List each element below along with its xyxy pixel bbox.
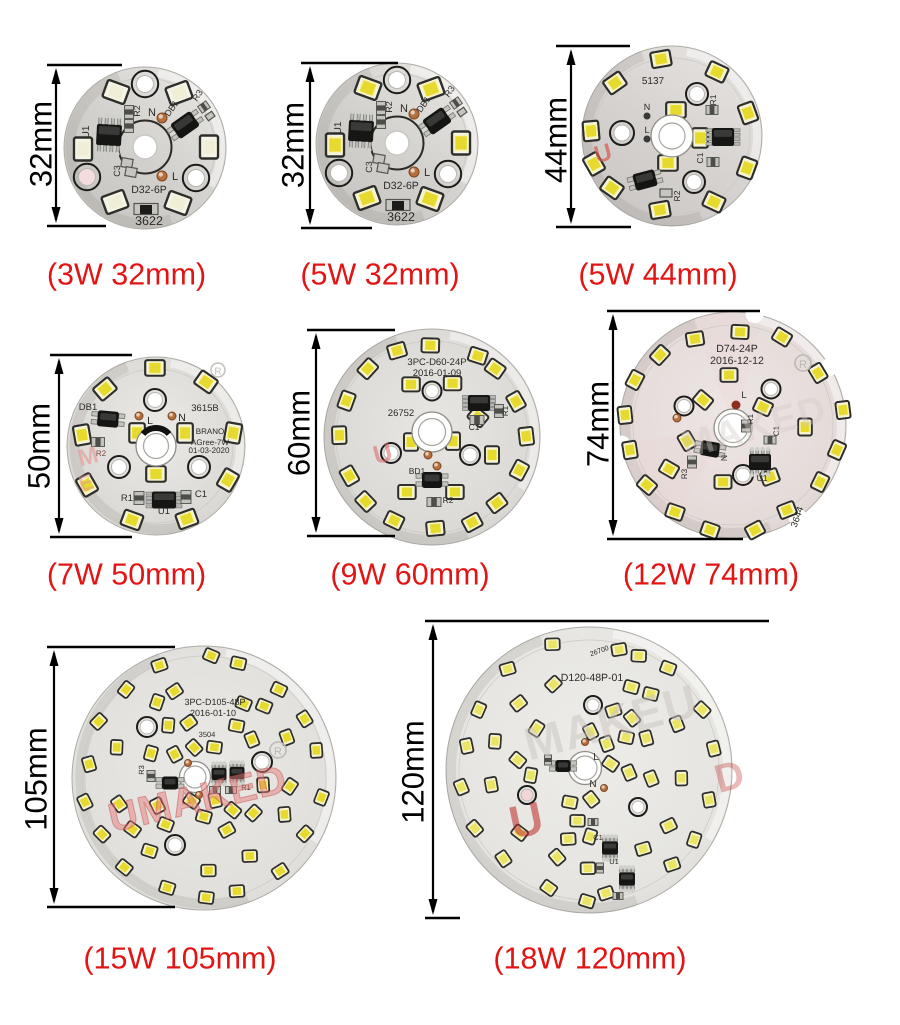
svg-text:2016-01-09: 2016-01-09 xyxy=(413,368,462,379)
svg-text:R1: R1 xyxy=(746,413,755,424)
svg-text:L: L xyxy=(593,752,599,763)
svg-text:R3: R3 xyxy=(680,468,689,479)
svg-text:(12W 74mm): (12W 74mm) xyxy=(623,558,799,592)
svg-text:3PC-D60-24P: 3PC-D60-24P xyxy=(407,357,466,368)
svg-text:(18W 120mm): (18W 120mm) xyxy=(493,942,686,976)
svg-text:(3W 32mm): (3W 32mm) xyxy=(47,258,206,292)
svg-text:3622: 3622 xyxy=(135,214,163,228)
svg-text:C1: C1 xyxy=(593,833,603,842)
svg-text:C3: C3 xyxy=(112,165,122,177)
svg-text:U1: U1 xyxy=(158,506,170,517)
svg-text:3504: 3504 xyxy=(199,730,216,739)
svg-text:26752: 26752 xyxy=(388,408,414,419)
svg-text:(9W 60mm): (9W 60mm) xyxy=(330,558,489,592)
svg-text:R3: R3 xyxy=(137,765,146,775)
svg-text:R: R xyxy=(274,746,282,758)
svg-text:U1: U1 xyxy=(757,473,768,483)
svg-text:E: E xyxy=(76,469,97,497)
svg-text:R2: R2 xyxy=(96,449,107,458)
svg-text:32mm: 32mm xyxy=(24,101,59,187)
svg-text:N: N xyxy=(178,412,186,424)
svg-text:N: N xyxy=(400,103,408,115)
svg-text:N: N xyxy=(644,102,651,112)
svg-text:AGree-7W: AGree-7W xyxy=(191,438,229,447)
svg-text:32mm: 32mm xyxy=(276,102,311,188)
svg-text:U1: U1 xyxy=(81,125,92,138)
svg-text:D32-6P: D32-6P xyxy=(383,180,419,192)
svg-text:120mm: 120mm xyxy=(396,720,431,823)
svg-text:L: L xyxy=(424,167,430,179)
svg-text:C1: C1 xyxy=(469,422,480,432)
svg-text:3615B: 3615B xyxy=(191,403,218,414)
svg-text:R2: R2 xyxy=(443,495,454,505)
svg-text:(5W 32mm): (5W 32mm) xyxy=(300,258,459,292)
svg-text:2016-01-10: 2016-01-10 xyxy=(190,708,236,718)
svg-text:N: N xyxy=(719,455,729,461)
svg-text:C1: C1 xyxy=(772,425,781,436)
svg-text:74mm: 74mm xyxy=(581,381,616,467)
svg-text:R1: R1 xyxy=(501,405,510,416)
svg-text:R2: R2 xyxy=(384,101,394,113)
svg-text:L: L xyxy=(147,415,153,427)
svg-text:60mm: 60mm xyxy=(282,390,317,476)
svg-text:R1: R1 xyxy=(708,94,718,105)
svg-text:BD1: BD1 xyxy=(409,466,426,476)
svg-text:3PC-D105-48P: 3PC-D105-48P xyxy=(184,697,245,707)
svg-text:5137: 5137 xyxy=(642,76,665,87)
svg-text:(7W 50mm): (7W 50mm) xyxy=(47,558,206,592)
svg-text:44mm: 44mm xyxy=(539,97,574,183)
svg-text:DB1: DB1 xyxy=(79,402,97,413)
svg-text:R2: R2 xyxy=(132,105,142,117)
svg-text:C3: C3 xyxy=(364,161,374,173)
svg-text:C1: C1 xyxy=(695,152,705,163)
svg-text:2016-12-12: 2016-12-12 xyxy=(710,355,764,367)
svg-text:R1: R1 xyxy=(241,783,251,792)
svg-text:C1: C1 xyxy=(195,489,207,500)
svg-text:R: R xyxy=(799,359,807,371)
svg-text:N: N xyxy=(148,107,156,119)
svg-text:L: L xyxy=(741,390,746,401)
svg-text:R1: R1 xyxy=(121,493,133,504)
svg-text:50mm: 50mm xyxy=(22,403,57,489)
svg-text:105mm: 105mm xyxy=(19,727,54,830)
svg-text:U1: U1 xyxy=(333,121,344,134)
svg-text:BRANO: BRANO xyxy=(196,427,224,436)
svg-text:U1: U1 xyxy=(609,857,619,866)
svg-text:R2: R2 xyxy=(672,190,682,201)
svg-text:D74-24P: D74-24P xyxy=(716,343,757,355)
svg-text:L: L xyxy=(172,171,178,183)
svg-text:R: R xyxy=(214,367,221,378)
svg-text:N: N xyxy=(589,779,596,790)
svg-text:01-03-2020: 01-03-2020 xyxy=(189,446,230,455)
svg-text:D120-48P-01: D120-48P-01 xyxy=(561,672,624,684)
svg-text:(5W 44mm): (5W 44mm) xyxy=(578,258,737,292)
svg-text:L: L xyxy=(644,125,649,135)
svg-text:(15W 105mm): (15W 105mm) xyxy=(83,942,276,976)
svg-text:3622: 3622 xyxy=(387,210,415,224)
svg-text:D32-6P: D32-6P xyxy=(131,184,167,196)
svg-text:U: U xyxy=(591,138,615,169)
